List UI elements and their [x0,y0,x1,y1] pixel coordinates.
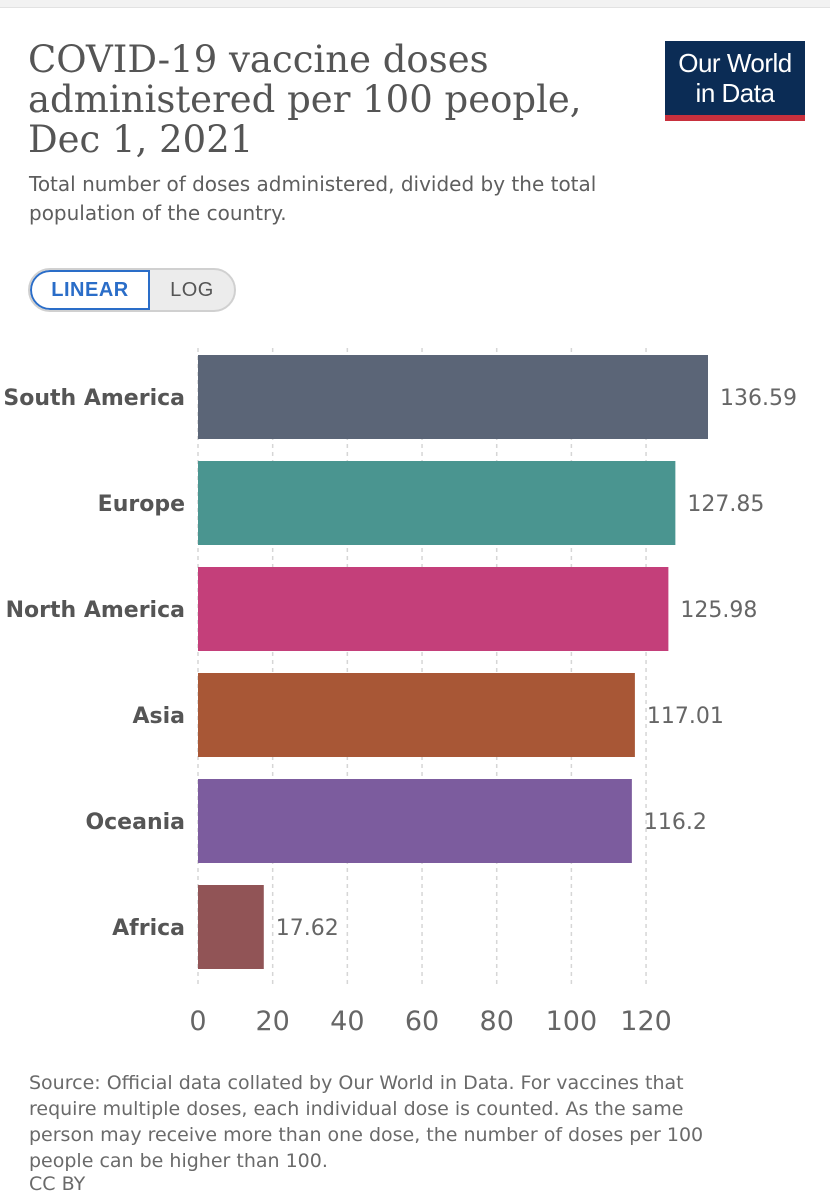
log-scale-button[interactable]: LOG [170,279,214,301]
source-note: Source: Official data collated by Our Wo… [29,1072,704,1172]
category-label-europe: Europe [98,492,185,517]
category-label-asia: Asia [132,704,185,729]
logo-text-line2: in Data [695,78,775,108]
bar-europe[interactable] [198,461,676,545]
x-axis-ticks: 0 20 40 60 80 100 120 [189,1006,671,1037]
category-label-africa: Africa [112,916,185,941]
value-label-africa: 17.62 [276,916,339,941]
x-tick-label: 100 [546,1006,598,1037]
top-rule [0,0,830,8]
grid-lines [197,348,647,985]
value-label-asia: 117.01 [647,704,724,729]
bars: South America 136.59 Europe 127.85 North Ame… [3,355,797,969]
chart-subtitle: Total number of doses administered, divi… [29,172,597,225]
x-tick-label: 120 [620,1006,672,1037]
value-label-europe: 127.85 [687,492,764,517]
bar-south-america[interactable] [198,355,708,439]
owid-logo[interactable]: Our World in Data [665,41,805,121]
value-label-oceania: 116.2 [644,810,707,835]
category-label-oceania: Oceania [85,810,185,835]
category-label-north-america: North America [6,598,185,623]
logo-text-line1: Our World [678,48,792,78]
bar-africa[interactable] [198,885,264,969]
x-tick-label: 0 [189,1006,206,1037]
value-label-north-america: 125.98 [680,598,757,623]
x-tick-label: 80 [480,1006,514,1037]
linear-scale-button[interactable]: LINEAR [30,270,150,310]
bar-asia[interactable] [198,673,635,757]
bar-chart: South America 136.59 Europe 127.85 North Ame… [3,348,797,1037]
x-tick-label: 60 [405,1006,439,1037]
license-link[interactable]: CC BY [29,1173,86,1195]
bar-oceania[interactable] [198,779,632,863]
scale-toggle: LINEAR LOG [28,268,236,312]
chart-title: COVID-19 vaccine doses administered per … [28,38,582,161]
bar-north-america[interactable] [198,567,669,651]
category-label-south-america: South America [3,386,185,411]
x-tick-label: 40 [330,1006,364,1037]
value-label-south-america: 136.59 [720,386,797,411]
x-tick-label: 20 [255,1006,289,1037]
